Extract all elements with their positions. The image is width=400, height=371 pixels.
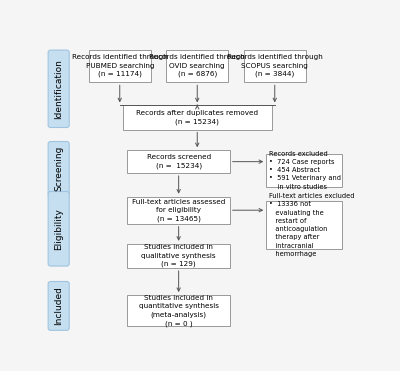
Text: Records excluded
•  724 Case reports
•  454 Abstract
•  591 Veterinary and
    i: Records excluded • 724 Case reports • 45… — [269, 151, 341, 190]
Bar — [128, 150, 230, 173]
FancyBboxPatch shape — [48, 282, 69, 330]
Bar — [266, 201, 342, 249]
Text: Records screened
(n =  15234): Records screened (n = 15234) — [146, 154, 211, 169]
Text: Identification: Identification — [54, 59, 63, 119]
Text: Records identified through
PUBMED searching
(n = 11174): Records identified through PUBMED search… — [72, 55, 168, 78]
Bar — [123, 105, 272, 129]
Text: Screening: Screening — [54, 146, 63, 191]
Bar — [89, 49, 151, 82]
Bar — [128, 197, 230, 224]
Text: Full-text articles assessed
for eligibility
(n = 13465): Full-text articles assessed for eligibil… — [132, 199, 225, 222]
Text: Studies included in
qualitative synthesis
(n = 129): Studies included in qualitative synthesi… — [141, 244, 216, 267]
Text: Full-text articles excluded
•  13336 not
   evaluating the
   restart of
   anti: Full-text articles excluded • 13336 not … — [269, 193, 354, 257]
Text: Eligibility: Eligibility — [54, 208, 63, 250]
FancyBboxPatch shape — [48, 50, 69, 128]
Text: Records identified through
SCOPUS searching
(n = 3844): Records identified through SCOPUS search… — [227, 55, 323, 78]
Bar — [166, 49, 228, 82]
Text: Records after duplicates removed
(n = 15234): Records after duplicates removed (n = 15… — [136, 110, 258, 125]
Bar — [128, 244, 230, 268]
FancyBboxPatch shape — [48, 141, 69, 196]
Text: Included: Included — [54, 286, 63, 325]
FancyBboxPatch shape — [48, 191, 69, 266]
Text: Studies included in
quantitative synthesis
(meta-analysis)
(n = 0 ): Studies included in quantitative synthes… — [139, 295, 219, 326]
Bar — [244, 49, 306, 82]
Bar — [266, 154, 342, 187]
Text: Records identified through
OVID searching
(n = 6876): Records identified through OVID searchin… — [149, 55, 245, 78]
Bar — [128, 295, 230, 326]
